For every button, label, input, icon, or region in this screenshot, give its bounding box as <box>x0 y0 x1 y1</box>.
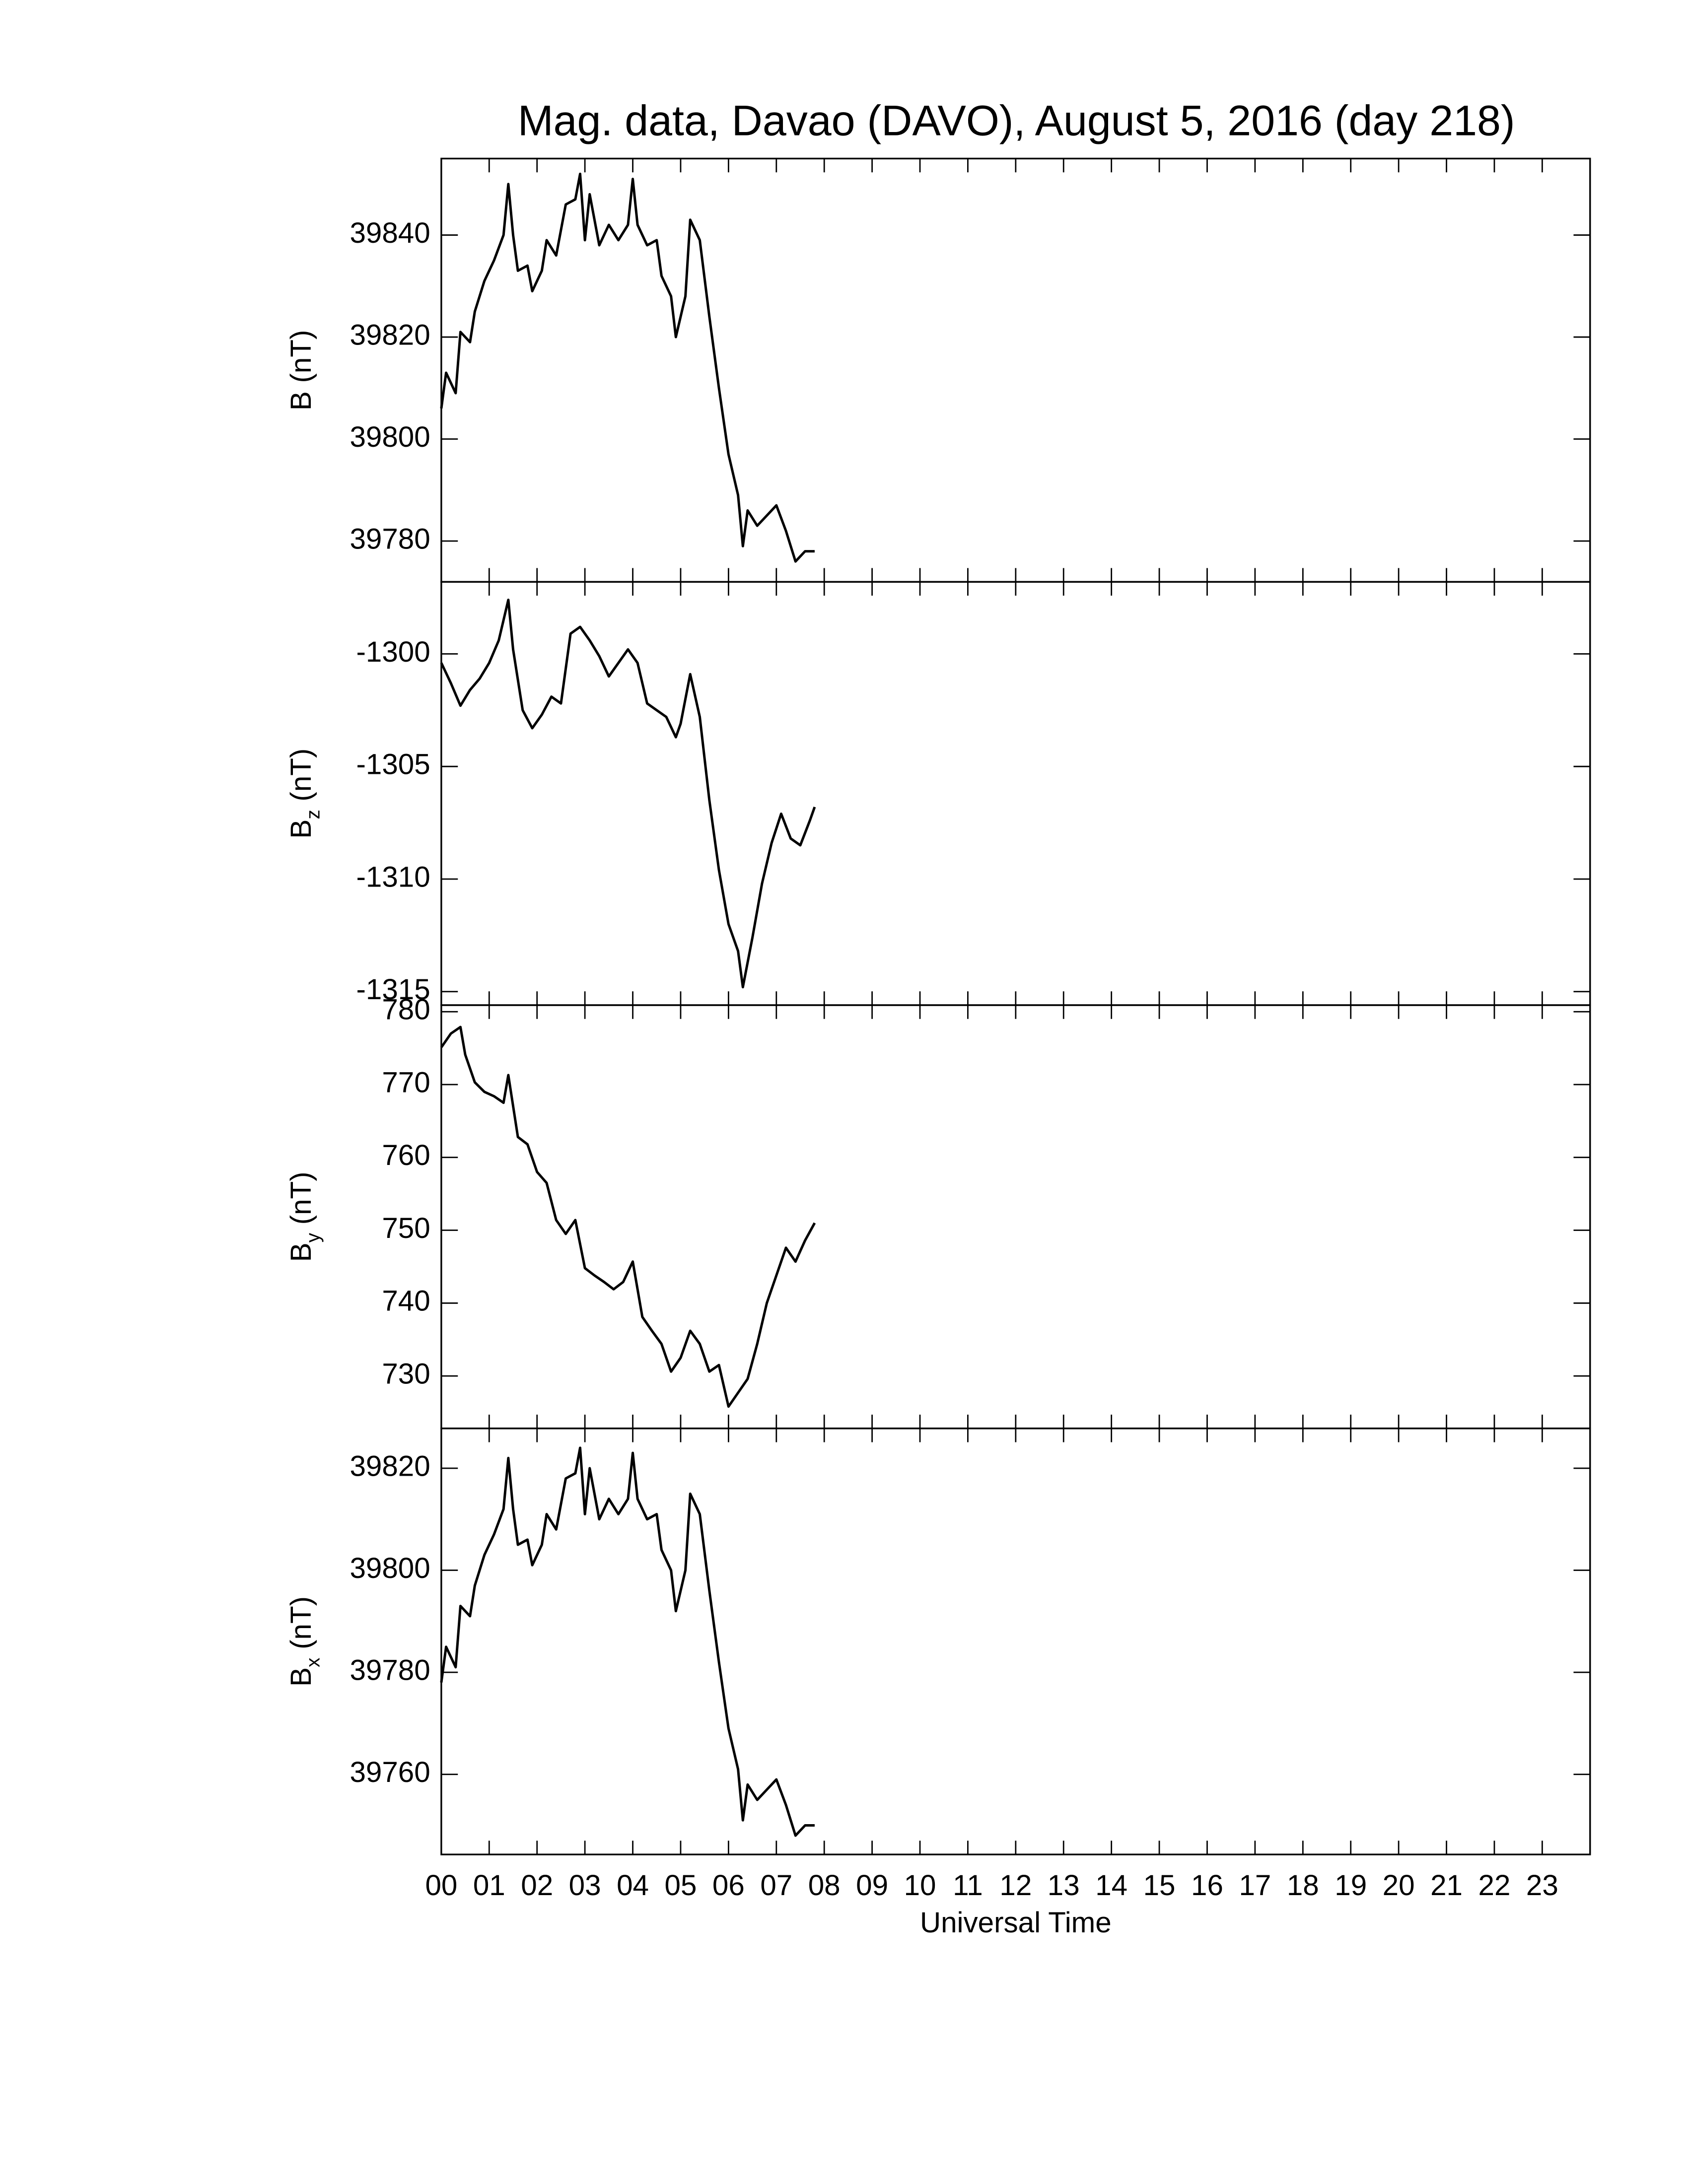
y-axis-label-symbol: B <box>285 391 318 410</box>
x-tick-label: 20 <box>1383 1869 1415 1902</box>
x-tick-label: 11 <box>953 1869 983 1902</box>
y-axis-label-units: (nT) <box>285 330 318 383</box>
x-tick-label: 23 <box>1526 1869 1558 1902</box>
data-line <box>440 172 815 563</box>
y-axis-label: Bx (nT) <box>285 1596 324 1687</box>
x-tick-label: 13 <box>1048 1869 1080 1902</box>
y-tick-label: 39780 <box>350 1654 430 1687</box>
y-axis-label-subscript: x <box>303 1657 324 1667</box>
y-axis-label-symbol: B <box>285 819 318 839</box>
y-tick-label: 730 <box>382 1358 430 1390</box>
y-tick-label: -1300 <box>356 636 430 668</box>
x-tick-label: 10 <box>904 1869 936 1902</box>
y-tick-label: 740 <box>382 1285 430 1317</box>
x-tick-label: 06 <box>712 1869 745 1902</box>
y-axis-label-subscript: z <box>303 810 324 819</box>
x-axis-label: Universal Time <box>920 1907 1112 1939</box>
chart-title: Mag. data, Davao (DAVO), August 5, 2016 … <box>518 97 1515 145</box>
data-line <box>440 1025 816 1408</box>
y-tick-label: 770 <box>382 1066 430 1098</box>
x-tick-label: 08 <box>808 1869 841 1902</box>
y-tick-label: 39840 <box>350 217 430 249</box>
y-axis-label-symbol: B <box>285 1242 318 1262</box>
x-tick-label: 01 <box>473 1869 505 1902</box>
y-tick-label: 39800 <box>350 421 430 453</box>
x-tick-label: 22 <box>1478 1869 1511 1902</box>
x-tick-label: 15 <box>1143 1869 1176 1902</box>
y-tick-label: 780 <box>382 994 430 1026</box>
y-axis-label-symbol: B <box>285 1667 318 1687</box>
y-tick-label: 750 <box>382 1212 430 1244</box>
x-tick-label: 19 <box>1335 1869 1367 1902</box>
y-tick-label: -1305 <box>356 749 430 781</box>
x-tick-label: 07 <box>760 1869 792 1902</box>
data-line <box>440 599 816 989</box>
y-tick-label: 39820 <box>350 1450 430 1482</box>
y-axis-label-units: (nT) <box>285 1596 318 1649</box>
x-tick-label: 21 <box>1430 1869 1463 1902</box>
y-axis-label-subscript: y <box>303 1232 324 1242</box>
x-tick-label: 02 <box>521 1869 553 1902</box>
y-axis-label-units: (nT) <box>285 749 318 802</box>
y-tick-label: 39780 <box>350 523 430 555</box>
y-axis-label: B (nT) <box>285 330 318 410</box>
y-tick-label: 39820 <box>350 319 430 351</box>
y-axis-label-units: (nT) <box>285 1171 318 1225</box>
plot-frame <box>440 581 1591 1006</box>
x-tick-label: 05 <box>665 1869 697 1902</box>
x-tick-label: 03 <box>569 1869 601 1902</box>
x-tick-label: 14 <box>1095 1869 1127 1902</box>
y-axis-label: Bz (nT) <box>285 749 324 839</box>
x-tick-label: 18 <box>1287 1869 1319 1902</box>
plot-frame <box>440 157 1591 583</box>
x-tick-label: 09 <box>856 1869 888 1902</box>
x-tick-label: 17 <box>1239 1869 1271 1902</box>
plot-frame <box>440 1428 1591 1855</box>
x-tick-label: 00 <box>425 1869 457 1902</box>
plot-frame <box>440 1004 1591 1430</box>
x-tick-label: 04 <box>617 1869 649 1902</box>
y-tick-label: -1310 <box>356 861 430 893</box>
x-tick-label: 12 <box>999 1869 1032 1902</box>
y-tick-label: 39760 <box>350 1756 430 1788</box>
x-tick-label: 16 <box>1191 1869 1223 1902</box>
y-tick-label: 760 <box>382 1139 430 1171</box>
data-line <box>440 1446 815 1837</box>
y-tick-label: 39800 <box>350 1552 430 1584</box>
y-tick-label: -1315 <box>356 973 430 1006</box>
y-axis-label: By (nT) <box>285 1171 324 1262</box>
